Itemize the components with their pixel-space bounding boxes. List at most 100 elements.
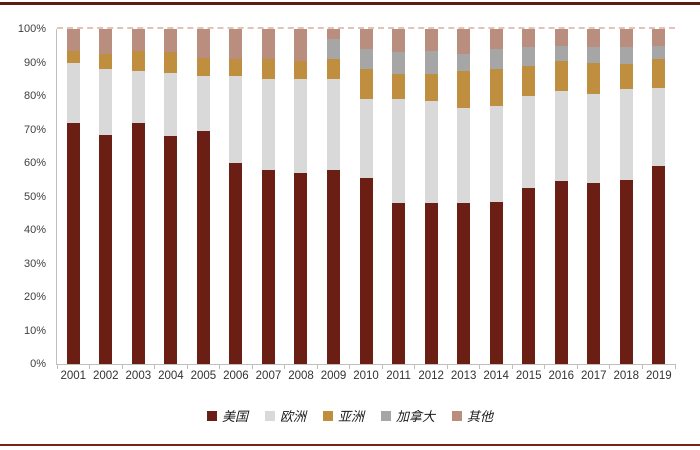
segment-亚洲-2009 [327, 59, 341, 80]
segment-欧洲-2005 [196, 75, 210, 132]
segment-美国-2015 [522, 188, 536, 364]
segment-其他-2006 [229, 29, 243, 60]
segment-其他-2018 [619, 29, 633, 48]
segment-亚洲-2008 [294, 60, 308, 80]
segment-欧洲-2019 [652, 87, 666, 167]
stacked-bar-2001 [66, 29, 80, 364]
segment-其他-2004 [164, 29, 178, 53]
x-tick-label-2010: 2010 [353, 370, 379, 382]
segment-亚洲-2001 [66, 50, 80, 63]
segment-亚洲-2002 [99, 54, 113, 70]
legend-item-亚洲: 亚洲 [322, 406, 364, 425]
segment-欧洲-2009 [327, 79, 341, 170]
y-tick-label: 90% [23, 56, 46, 69]
stacked-bar-2002 [99, 29, 113, 364]
y-tick-label: 80% [23, 90, 46, 102]
segment-美国-2008 [294, 173, 308, 364]
x-axis-tick [609, 364, 611, 369]
segment-其他-2001 [66, 29, 80, 51]
segment-加拿大-2014 [489, 49, 503, 70]
legend-swatch-icon [452, 410, 463, 421]
x-axis-tick [186, 364, 188, 369]
segment-亚洲-2011 [392, 74, 406, 100]
segment-欧洲-2002 [99, 69, 113, 135]
x-axis-tick [56, 364, 58, 369]
stacked-bar-2007 [261, 29, 275, 364]
legend-label: 欧洲 [279, 410, 306, 425]
y-axis-line [56, 29, 57, 365]
x-tick-label-2009: 2009 [320, 370, 347, 382]
x-axis-tick [479, 364, 481, 369]
x-axis-tick [316, 364, 318, 369]
bar-slot-2001 [57, 29, 90, 364]
legend-swatch-icon [322, 410, 333, 421]
segment-亚洲-2005 [196, 57, 210, 76]
segment-欧洲-2001 [66, 62, 80, 123]
x-tick-label-2015: 2015 [515, 370, 542, 382]
x-tick-label-2003: 2003 [125, 370, 152, 382]
segment-亚洲-2010 [359, 69, 373, 100]
x-axis-tick [349, 364, 351, 369]
segment-其他-2009 [327, 29, 341, 40]
y-tick-label: 30% [23, 257, 46, 270]
x-tick-label-2019: 2019 [646, 370, 672, 382]
segment-美国-2006 [229, 163, 243, 364]
legend-item-加拿大: 加拿大 [381, 406, 435, 425]
stacked-bar-2018 [619, 29, 633, 364]
segment-美国-2009 [327, 169, 341, 364]
segment-欧洲-2017 [587, 94, 601, 184]
stacked-bar-2009 [327, 29, 341, 364]
y-tick-label: 100% [17, 23, 46, 35]
x-axis-tick [154, 364, 156, 369]
segment-欧洲-2011 [392, 99, 406, 204]
x-tick-label-2008: 2008 [288, 370, 314, 382]
bar-slot-2011 [382, 29, 415, 364]
bar-slot-2012 [415, 29, 448, 364]
segment-美国-2004 [164, 136, 178, 364]
segment-欧洲-2006 [229, 75, 243, 163]
segment-其他-2008 [294, 29, 308, 61]
x-axis-tick [251, 364, 253, 369]
segment-亚洲-2019 [652, 59, 666, 88]
segment-欧洲-2010 [359, 99, 373, 179]
y-axis-labels: 0% 10% 20% 30% 40% 50% 60% 70% 80% 90% 100% [8, 23, 52, 370]
y-tick-label: 10% [23, 324, 46, 337]
stacked-bar-2019 [652, 29, 666, 364]
segment-欧洲-2016 [554, 91, 568, 182]
legend-swatch-icon [381, 410, 391, 421]
segment-亚洲-2006 [229, 59, 243, 76]
bar-slot-2015 [512, 29, 545, 364]
segment-美国-2019 [652, 166, 666, 364]
x-axis-labels: 2001 2002 2003 2004 2005 2006 2007 2008 2009 2010… [57, 370, 675, 382]
segment-其他-2019 [652, 29, 666, 46]
y-tick-label: 20% [23, 291, 46, 303]
legend-item-欧洲: 欧洲 [264, 406, 306, 425]
x-tick-label-2016: 2016 [548, 370, 575, 382]
stacked-bar-2012 [424, 29, 438, 364]
x-axis-tick [89, 364, 91, 369]
bar-slot-2008 [285, 29, 318, 364]
stacked-bar-2011 [392, 29, 406, 364]
stacked-bar-2013 [457, 29, 471, 364]
segment-加拿大-2009 [327, 39, 341, 60]
bar-slot-2018 [610, 29, 643, 364]
segment-欧洲-2012 [424, 101, 438, 204]
bar-slot-2010 [350, 29, 383, 364]
legend-label: 加拿大 [396, 410, 436, 425]
segment-欧洲-2003 [131, 70, 145, 123]
segment-其他-2005 [196, 29, 210, 58]
segment-其他-2014 [489, 29, 503, 50]
x-axis-tick [674, 364, 676, 369]
segment-美国-2011 [392, 203, 406, 364]
bar-slot-2013 [447, 29, 480, 364]
x-tick-label-2007: 2007 [255, 370, 282, 382]
segment-加拿大-2017 [587, 47, 601, 63]
segment-其他-2017 [587, 29, 601, 48]
x-tick-label-2018: 2018 [613, 370, 640, 382]
stacked-bar-2006 [229, 29, 243, 364]
segment-亚洲-2012 [424, 74, 438, 102]
gridline-100-percent [57, 27, 675, 29]
bar-slot-2003 [122, 29, 155, 364]
bar-slot-2009 [317, 29, 350, 364]
segment-加拿大-2013 [457, 54, 471, 71]
